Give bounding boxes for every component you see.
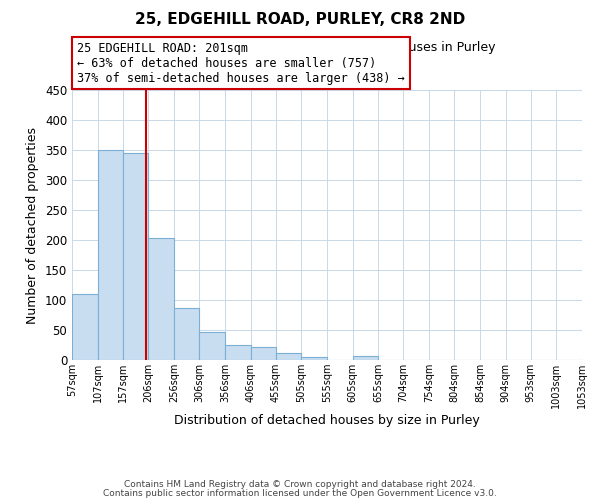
Text: Contains public sector information licensed under the Open Government Licence v3: Contains public sector information licen… [103,488,497,498]
Bar [148,238,174,360]
Bar [123,153,148,360]
Bar [301,357,327,360]
Bar [582,358,600,360]
Text: 25 EDGEHILL ROAD: 201sqm
← 63% of detached houses are smaller (757)
37% of semi-: 25 EDGEHILL ROAD: 201sqm ← 63% of detach… [77,42,405,84]
Bar [251,347,276,360]
Bar [98,150,123,360]
Y-axis label: Number of detached properties: Number of detached properties [26,126,40,324]
Text: 25, EDGEHILL ROAD, PURLEY, CR8 2ND: 25, EDGEHILL ROAD, PURLEY, CR8 2ND [135,12,465,28]
Bar [174,308,199,360]
Bar [199,332,225,360]
Title: Size of property relative to detached houses in Purley: Size of property relative to detached ho… [159,41,495,54]
Bar [72,294,98,360]
X-axis label: Distribution of detached houses by size in Purley: Distribution of detached houses by size … [174,414,480,426]
Text: Contains HM Land Registry data © Crown copyright and database right 2024.: Contains HM Land Registry data © Crown c… [124,480,476,489]
Bar [353,356,378,360]
Bar [225,345,251,360]
Bar [276,353,301,360]
